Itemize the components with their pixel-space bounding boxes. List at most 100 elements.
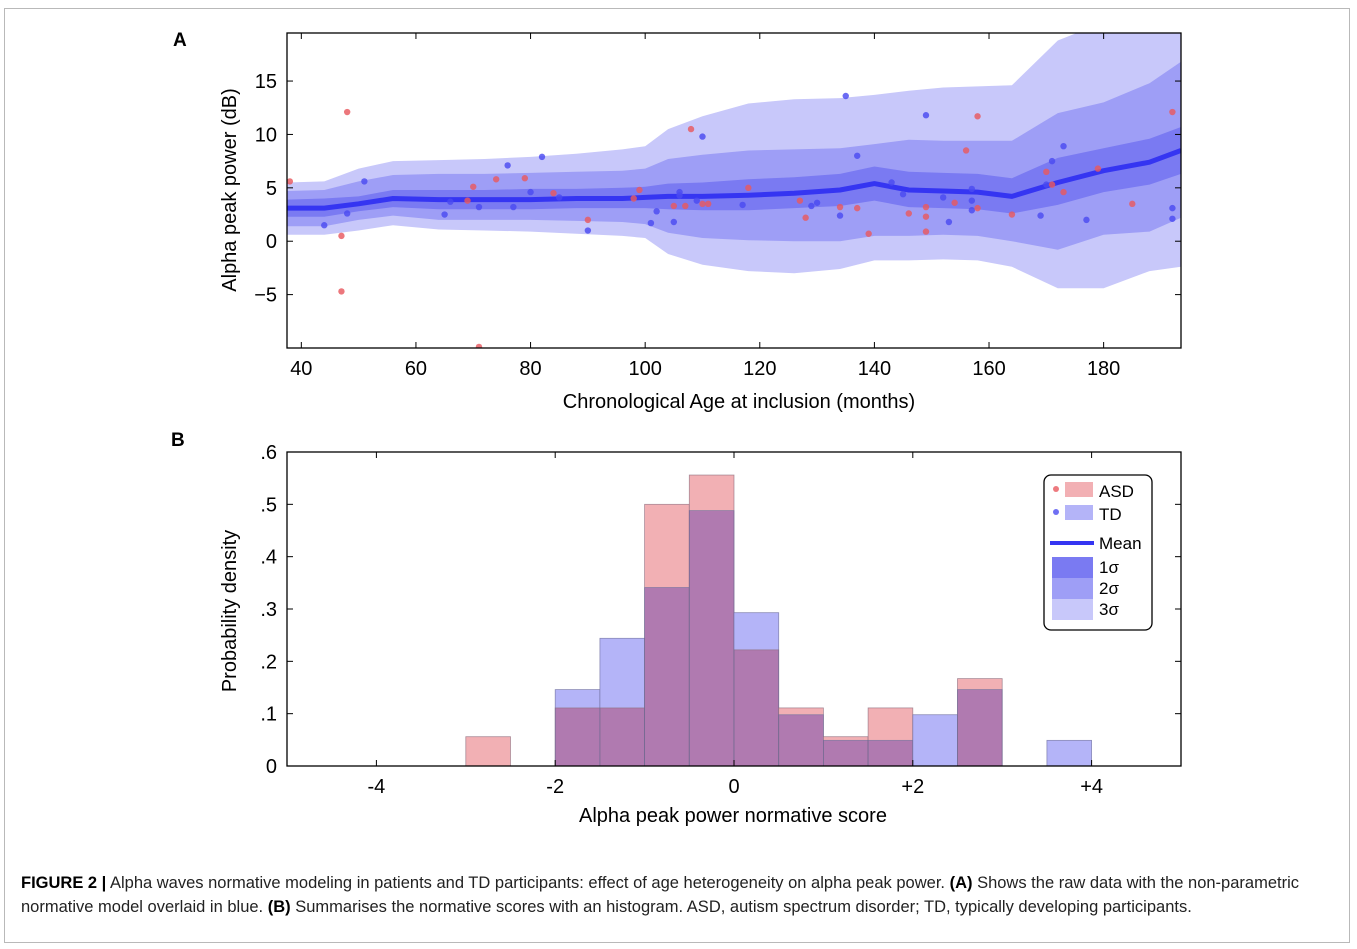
y-tick-label: 0 bbox=[266, 231, 277, 253]
asd-point bbox=[802, 214, 809, 221]
td-point bbox=[441, 211, 448, 218]
caption-intro: Alpha waves normative modeling in patien… bbox=[109, 874, 945, 892]
histogram-asd-bar bbox=[644, 504, 690, 588]
legend-3sigma-swatch bbox=[1052, 599, 1093, 620]
asd-point bbox=[670, 202, 678, 210]
histogram-overlap-bar bbox=[599, 707, 645, 766]
histogram-td-bar bbox=[734, 612, 779, 650]
histogram-asd-bar bbox=[689, 475, 734, 511]
legend-2sigma-label: 2σ bbox=[1099, 579, 1119, 598]
asd-point bbox=[584, 216, 592, 224]
figure-charts: A B 40 60 80 100 120 140 160 180 −5 0 5 10 15 Chrono… bbox=[171, 30, 1182, 827]
asd-point bbox=[905, 210, 912, 217]
band-1sigma bbox=[287, 127, 1181, 217]
panel-b-ylabel: Probability density bbox=[219, 530, 241, 692]
y-tick-label: .5 bbox=[260, 494, 277, 516]
asd-point bbox=[1094, 165, 1102, 172]
legend-asd-label: ASD bbox=[1099, 482, 1134, 501]
asd-point bbox=[699, 200, 706, 208]
legend: ASD TD Mean 1σ 2σ 3σ bbox=[1043, 474, 1153, 631]
x-tick-label: 60 bbox=[405, 358, 427, 380]
mean-line bbox=[287, 148, 1181, 211]
asd-point bbox=[922, 228, 930, 235]
x-tick-label: 40 bbox=[290, 358, 312, 380]
asd-point bbox=[464, 197, 471, 204]
legend-3sigma-label: 3σ bbox=[1099, 600, 1119, 619]
asd-point bbox=[470, 183, 477, 190]
histogram-overlap-bar bbox=[689, 510, 734, 766]
td-point bbox=[321, 222, 328, 229]
td-point bbox=[842, 92, 849, 100]
asd-point bbox=[1169, 108, 1176, 116]
caption-b-tag: (B) bbox=[267, 898, 291, 916]
histogram-asd-bar bbox=[465, 736, 511, 766]
asd-point bbox=[521, 175, 529, 182]
asd-point bbox=[922, 213, 930, 220]
asd-point bbox=[854, 204, 861, 212]
td-point bbox=[1043, 181, 1050, 188]
x-tick-label: 0 bbox=[728, 776, 739, 798]
x-tick-label: 100 bbox=[628, 358, 661, 380]
td-point bbox=[647, 219, 655, 227]
y-tick-label: .2 bbox=[260, 651, 277, 673]
td-point bbox=[693, 197, 700, 204]
legend-2sigma-swatch bbox=[1052, 578, 1093, 599]
y-tick-label: 5 bbox=[266, 178, 277, 200]
asd-point bbox=[745, 184, 752, 192]
y-tick-label: .1 bbox=[260, 704, 277, 726]
td-point bbox=[939, 194, 947, 201]
y-tick-label: 10 bbox=[255, 124, 277, 146]
panel-a-axes-frame bbox=[286, 32, 1182, 349]
x-tick-label: 180 bbox=[1087, 358, 1120, 380]
figure-frame bbox=[4, 8, 1350, 943]
panel-a-xlabel: Chronological Age at inclusion (months) bbox=[563, 391, 915, 413]
legend-asd-swatch bbox=[1065, 482, 1093, 497]
td-point bbox=[1169, 204, 1176, 212]
td-point bbox=[899, 191, 907, 198]
asd-point bbox=[1008, 211, 1016, 218]
legend-td-dot bbox=[1053, 509, 1059, 515]
x-tick-label: 160 bbox=[972, 358, 1005, 380]
td-point bbox=[968, 185, 976, 193]
panel-b-xlabel: Alpha peak power normative score bbox=[579, 805, 887, 827]
td-point bbox=[813, 199, 821, 206]
panel-a-label: A bbox=[173, 30, 187, 51]
asd-point bbox=[343, 108, 351, 116]
td-point bbox=[447, 198, 454, 205]
asd-point bbox=[922, 203, 930, 211]
x-tick-label: +2 bbox=[901, 776, 924, 798]
caption-b-text: Summarises the normative scores with an … bbox=[295, 898, 1192, 916]
histogram-overlap-bar bbox=[734, 649, 779, 766]
legend-mean-label: Mean bbox=[1099, 534, 1142, 553]
asd-point bbox=[1043, 168, 1050, 176]
asd-point bbox=[1060, 188, 1067, 196]
legend-1sigma-swatch bbox=[1052, 557, 1093, 578]
y-tick-label: .6 bbox=[260, 442, 277, 464]
histogram-overlap-bar bbox=[868, 740, 913, 766]
td-point bbox=[968, 197, 976, 204]
asd-point bbox=[974, 204, 981, 212]
asd-point bbox=[705, 200, 712, 208]
y-tick-label: 0 bbox=[266, 756, 277, 778]
td-point bbox=[584, 227, 592, 234]
histogram-asd-bar bbox=[823, 736, 869, 741]
histogram-overlap-bar bbox=[555, 707, 600, 766]
td-point bbox=[922, 112, 930, 119]
asd-point bbox=[687, 125, 695, 133]
histogram-asd-bar bbox=[957, 678, 1003, 690]
asd-point bbox=[550, 189, 557, 197]
y-tick-label: 15 bbox=[255, 71, 277, 93]
y-tick-label: −5 bbox=[254, 285, 277, 307]
panel-b-axes-frame bbox=[286, 451, 1182, 767]
asd-point bbox=[475, 343, 483, 348]
x-tick-label: -2 bbox=[546, 776, 564, 798]
td-point bbox=[968, 207, 976, 214]
td-point bbox=[699, 133, 706, 140]
panel-a-scatter: 40 60 80 100 120 140 160 180 −5 0 5 10 15 Chronologi… bbox=[219, 32, 1182, 413]
td-point bbox=[361, 178, 368, 185]
legend-td-label: TD bbox=[1099, 505, 1122, 524]
histogram-overlap-bar bbox=[644, 587, 690, 766]
x-tick-label: 140 bbox=[858, 358, 891, 380]
histogram-asd-bar bbox=[868, 707, 913, 741]
asd-point bbox=[951, 199, 958, 206]
